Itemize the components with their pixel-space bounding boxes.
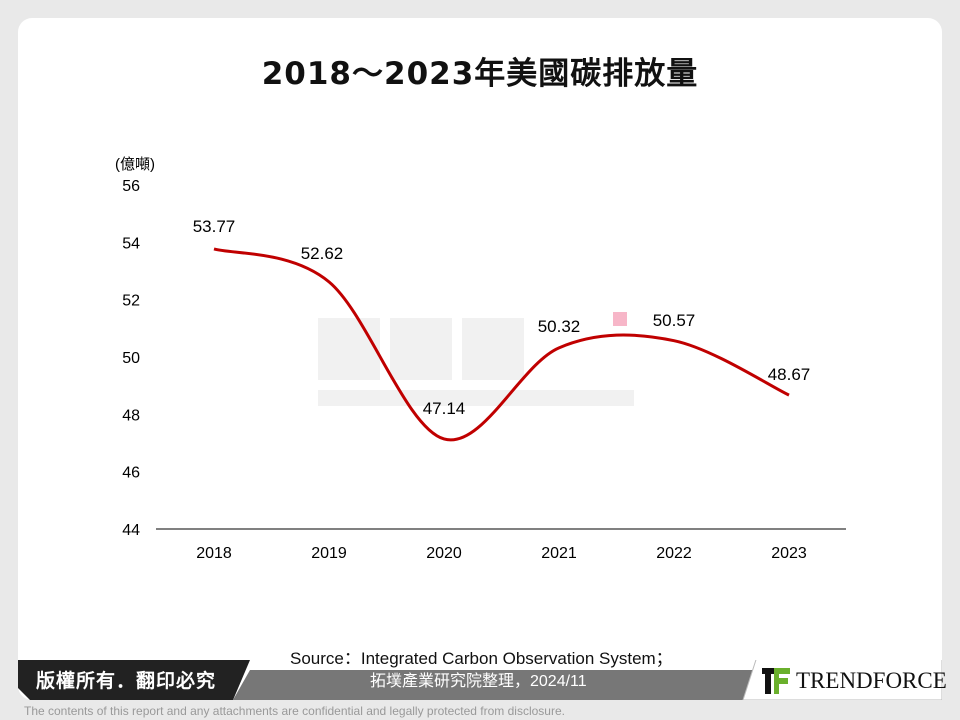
data-label: 50.57 (653, 311, 696, 330)
x-tick-label: 2018 (196, 545, 232, 562)
y-tick-label: 46 (122, 465, 140, 482)
organization-text: 拓墣產業研究院整理，2024/11 (370, 673, 587, 690)
y-tick-label: 54 (122, 235, 140, 252)
disclaimer: The contents of this report and any atta… (24, 704, 565, 718)
data-label: 52.62 (301, 244, 344, 263)
legend-marker (613, 312, 627, 326)
copyright-text: 版權所有．翻印必究 (36, 670, 217, 692)
y-tick-label: 52 (122, 293, 140, 310)
x-tick-label: 2022 (656, 545, 692, 562)
series-line (213, 247, 790, 442)
data-label: 47.14 (423, 399, 466, 418)
trendforce-logo-icon (762, 668, 790, 694)
y-tick-label: 44 (122, 522, 140, 539)
x-tick-label: 2020 (426, 545, 462, 562)
trendforce-logo: TRENDFORCE (762, 668, 947, 694)
data-label: 53.77 (193, 217, 236, 236)
y-tick-label: 56 (122, 178, 140, 195)
watermark (318, 318, 634, 406)
x-tick-label: 2019 (311, 545, 347, 562)
data-label: 50.32 (538, 317, 581, 336)
logo-text: TRENDFORCE (796, 668, 947, 693)
footer-band (18, 660, 942, 700)
source-text: Source：Integrated Carbon Observation Sys… (290, 649, 673, 668)
x-tick-label: 2021 (541, 545, 577, 562)
x-tick-label: 2023 (771, 545, 807, 562)
data-label: 48.67 (768, 365, 811, 384)
y-axis-unit: (億噸) (115, 156, 155, 173)
y-tick-label: 50 (122, 350, 140, 367)
y-tick-label: 48 (122, 407, 140, 424)
chart-title: 2018～2023年美國碳排放量 (261, 56, 699, 92)
